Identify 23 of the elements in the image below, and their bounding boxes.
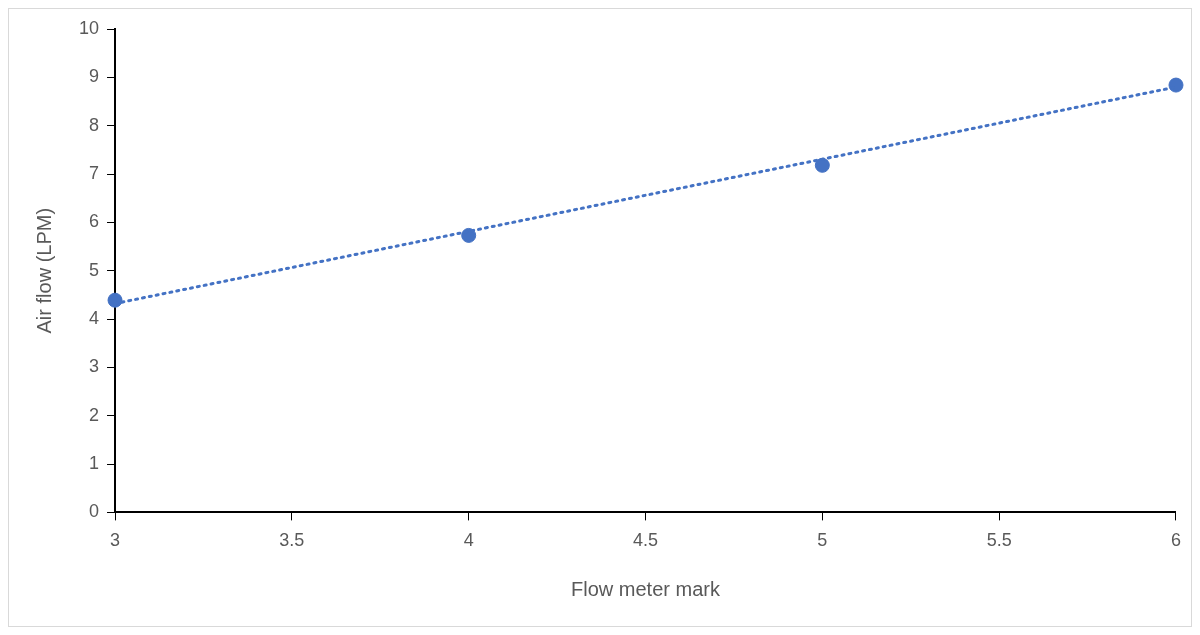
y-tick-label: 7 <box>89 162 100 183</box>
x-tick-label: 4.5 <box>632 530 659 551</box>
y-tick-label: 3 <box>89 356 100 377</box>
x-tick-label: 4 <box>463 530 474 551</box>
x-tick-label: 5 <box>817 530 828 551</box>
x-tick-label: 6 <box>1170 530 1181 551</box>
point <box>814 157 830 173</box>
y-tick-label: 2 <box>89 404 100 425</box>
y-tick-label: 5 <box>89 259 100 280</box>
point <box>1168 77 1184 93</box>
y-tick-label: 10 <box>78 17 100 38</box>
x-tick-label: 3.5 <box>279 530 305 551</box>
y-tick-label: 0 <box>89 501 100 522</box>
x-tick-label: 3 <box>110 530 121 551</box>
y-axis-title: Air flow (LPM) <box>32 207 55 334</box>
point <box>107 292 123 308</box>
x-axis-title: Flow meter mark <box>571 577 721 600</box>
y-tick-label: 4 <box>89 308 100 329</box>
y-tick-label: 8 <box>89 114 100 135</box>
y-tick-label: 6 <box>89 211 100 232</box>
y-tick-label: 1 <box>89 453 100 474</box>
y-tick-label: 9 <box>89 66 100 87</box>
x-tick-label: 5.5 <box>986 530 1012 551</box>
